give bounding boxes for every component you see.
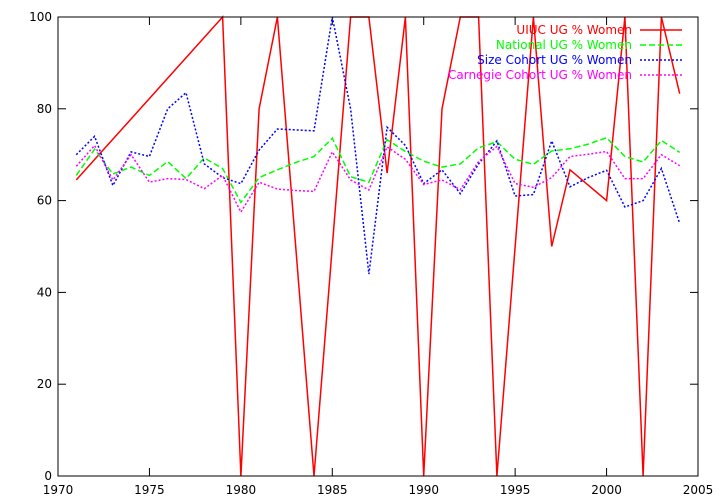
series-line-2 (75, 136, 681, 204)
x-tick-label: 1995 (500, 483, 531, 497)
x-tick-label: 1985 (317, 483, 348, 497)
series-line-1 (75, 15, 681, 477)
y-tick-label: 100 (29, 10, 52, 24)
x-tick-label: 1975 (134, 483, 165, 497)
legend-label: UIUC UG % Women (516, 23, 632, 37)
x-tick-label: 2005 (683, 483, 714, 497)
legend-label: Carnegie Cohort UG % Women (448, 68, 632, 82)
axis-ticks (57, 16, 699, 477)
x-tick-label: 1980 (226, 483, 257, 497)
legend-label: National UG % Women (496, 38, 632, 52)
x-tick-label: 2000 (591, 483, 622, 497)
y-tick-label: 80 (37, 102, 52, 116)
x-tick-label: 1970 (43, 483, 74, 497)
y-tick-label: 40 (37, 285, 52, 299)
axis-tick-labels: 1970 1975 1980 1985 1990 1995 2000 2005 0 20 40 60 8… (29, 10, 713, 497)
series-layer (75, 15, 681, 477)
y-tick-label: 0 (44, 469, 52, 483)
series-line-4 (75, 144, 681, 214)
legend-label: Size Cohort UG % Women (477, 53, 632, 67)
plot-frame (57, 16, 699, 477)
y-tick-label: 60 (37, 194, 52, 208)
x-tick-label: 1990 (408, 483, 439, 497)
y-tick-label: 20 (37, 377, 52, 391)
